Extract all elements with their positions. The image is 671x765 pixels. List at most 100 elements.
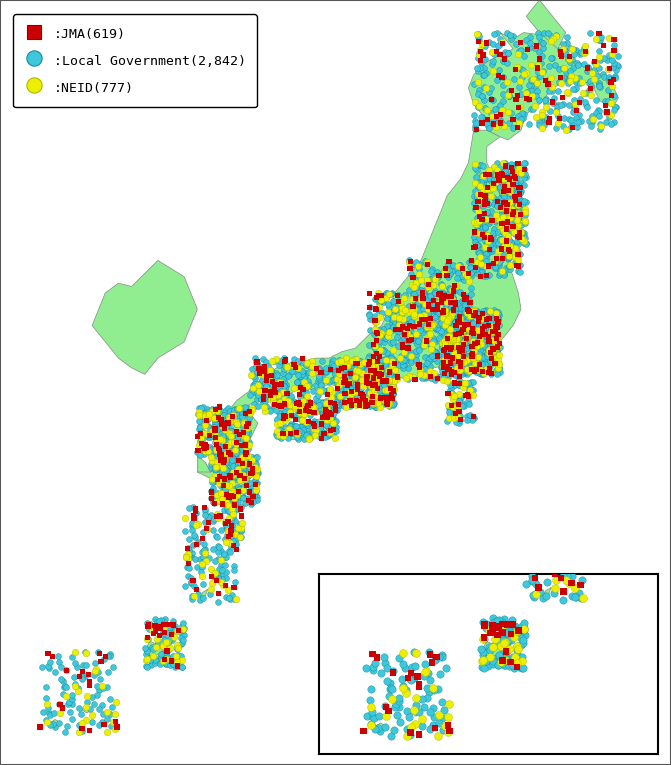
Point — [465, 260, 476, 272]
Point — [238, 469, 248, 481]
Point — [433, 717, 444, 729]
Point — [153, 621, 164, 633]
Point — [331, 371, 342, 383]
Point — [499, 53, 510, 65]
Point — [264, 376, 274, 389]
Point — [413, 320, 423, 332]
Point — [484, 118, 495, 130]
Point — [178, 633, 189, 646]
Point — [194, 409, 205, 421]
Point — [225, 504, 236, 516]
Point — [221, 502, 232, 514]
Point — [501, 180, 512, 192]
Point — [230, 538, 241, 550]
Point — [499, 268, 509, 280]
Point — [503, 90, 514, 102]
Point — [427, 350, 438, 363]
Point — [427, 301, 438, 313]
Polygon shape — [578, 109, 671, 401]
Point — [215, 454, 225, 466]
Point — [223, 473, 234, 485]
Point — [463, 331, 474, 343]
Point — [572, 59, 583, 71]
Point — [450, 316, 460, 328]
Point — [564, 99, 574, 111]
Point — [148, 643, 158, 656]
Point — [487, 334, 498, 346]
Point — [458, 324, 468, 336]
Point — [309, 420, 319, 432]
Point — [458, 326, 468, 338]
Point — [269, 399, 280, 412]
Point — [202, 402, 213, 415]
Point — [289, 366, 300, 378]
Point — [80, 670, 91, 682]
Point — [251, 451, 262, 463]
Point — [512, 200, 523, 213]
Point — [295, 406, 306, 418]
Point — [380, 657, 391, 669]
Point — [398, 658, 409, 670]
Point — [250, 384, 261, 396]
Point — [225, 471, 236, 483]
Point — [309, 423, 319, 435]
Point — [513, 219, 524, 231]
Point — [549, 587, 560, 599]
Point — [492, 157, 503, 169]
Point — [443, 308, 454, 321]
Point — [435, 287, 446, 299]
Point — [479, 94, 490, 106]
Point — [440, 339, 451, 351]
Point — [245, 467, 256, 480]
Point — [450, 360, 460, 372]
Point — [480, 192, 491, 204]
Point — [346, 360, 357, 372]
Point — [567, 119, 578, 131]
Point — [198, 526, 209, 539]
Point — [278, 390, 289, 402]
Point — [215, 558, 226, 571]
Point — [215, 576, 226, 588]
Point — [457, 269, 468, 282]
Point — [207, 476, 218, 488]
Point — [211, 508, 222, 520]
Point — [216, 457, 227, 469]
Point — [196, 433, 207, 445]
Point — [399, 354, 409, 366]
Point — [491, 307, 502, 319]
Point — [200, 543, 211, 555]
Point — [482, 104, 493, 116]
Point — [425, 334, 435, 346]
Point — [444, 286, 454, 298]
Point — [370, 397, 381, 409]
Point — [503, 211, 513, 223]
Point — [223, 428, 234, 440]
Point — [413, 286, 423, 298]
Point — [427, 719, 438, 731]
Point — [327, 390, 338, 402]
Point — [150, 654, 160, 666]
Point — [437, 368, 448, 380]
Point — [478, 315, 489, 327]
Point — [223, 505, 234, 517]
Point — [487, 325, 498, 337]
Point — [478, 305, 488, 317]
Point — [243, 416, 254, 428]
Point — [245, 477, 256, 489]
Point — [258, 391, 269, 403]
Point — [317, 397, 327, 409]
Point — [374, 397, 385, 409]
Point — [368, 378, 379, 390]
Point — [499, 184, 510, 197]
Point — [254, 377, 265, 389]
Polygon shape — [628, 408, 671, 431]
Point — [510, 246, 521, 259]
Point — [484, 360, 495, 372]
Point — [466, 282, 477, 295]
Point — [560, 574, 571, 586]
Point — [395, 296, 405, 308]
Point — [293, 376, 303, 388]
Point — [328, 424, 339, 436]
Point — [229, 439, 240, 451]
Point — [518, 50, 529, 63]
